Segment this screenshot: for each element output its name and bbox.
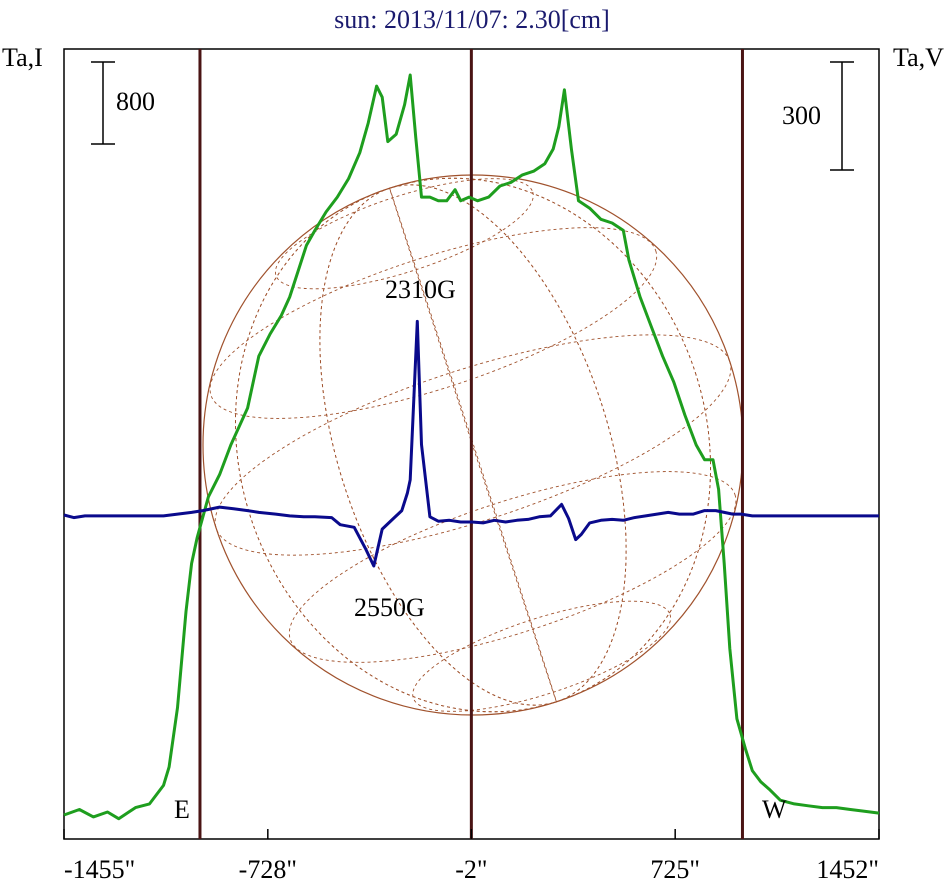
scale-bar-left [91, 61, 115, 145]
longitude-line [319, 184, 627, 706]
scale-bar-right-label: 300 [782, 101, 821, 130]
solar-disk [202, 174, 744, 716]
annotation-2310g: 2310G [385, 275, 456, 304]
longitude-line [319, 184, 627, 706]
limb-lines [198, 49, 744, 839]
y-axis-label-right: Ta,V [893, 43, 944, 72]
chart-title: sun: 2013/11/07: 2.30[cm] [334, 5, 610, 34]
scale-bar-left-label: 800 [116, 87, 155, 116]
scale-bar-right [830, 61, 854, 171]
latitude-line [209, 227, 658, 419]
longitude-line [235, 177, 711, 713]
annotation-2550g: 2550G [354, 593, 425, 622]
x-tick-label: 725" [650, 855, 700, 884]
series-stokes-v [63, 319, 879, 568]
x-ticks: -1455" -728" -2" 725" 1452" [63, 829, 880, 884]
longitude-line [235, 177, 711, 713]
x-tick-label: -728" [239, 855, 297, 884]
y-axis-label-left: Ta,I [2, 43, 43, 72]
x-tick-label: 1452" [816, 855, 879, 884]
east-limb-label: E [174, 795, 190, 824]
latitude-line [214, 334, 732, 556]
x-tick-label: -2" [455, 855, 487, 884]
x-tick-label: -1455" [64, 855, 135, 884]
series-layer [63, 73, 880, 821]
west-limb-label: W [762, 795, 787, 824]
disk-outline [202, 174, 744, 716]
series-stokes-i [63, 73, 880, 821]
